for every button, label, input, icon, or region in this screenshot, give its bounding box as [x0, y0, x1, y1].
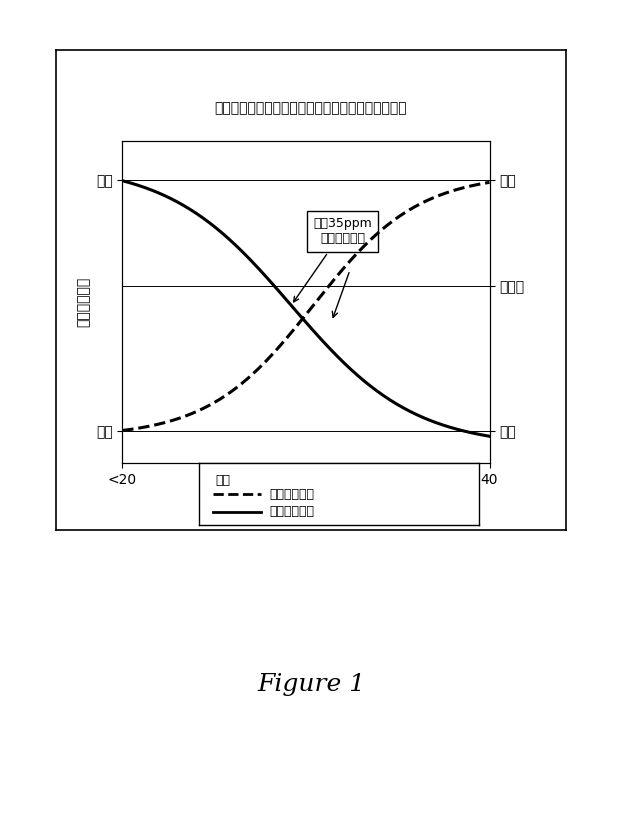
Y-axis label: 微生物レベル: 微生物レベル: [77, 277, 90, 327]
Text: 缶腐食レベル: 缶腐食レベル: [269, 488, 314, 501]
Text: 凡例: 凡例: [216, 474, 231, 488]
X-axis label: 硫黄（ppm）: 硫黄（ppm）: [274, 491, 338, 505]
Text: Figure 1: Figure 1: [257, 673, 365, 696]
Text: 微生物問題及び腐食問題に対する硫黄レベルの影響: 微生物問題及び腐食問題に対する硫黄レベルの影響: [215, 101, 407, 114]
Text: 微生物レベル: 微生物レベル: [269, 505, 314, 519]
Text: 硫黄35ppm
理想的平衡点: 硫黄35ppm 理想的平衡点: [294, 217, 372, 301]
